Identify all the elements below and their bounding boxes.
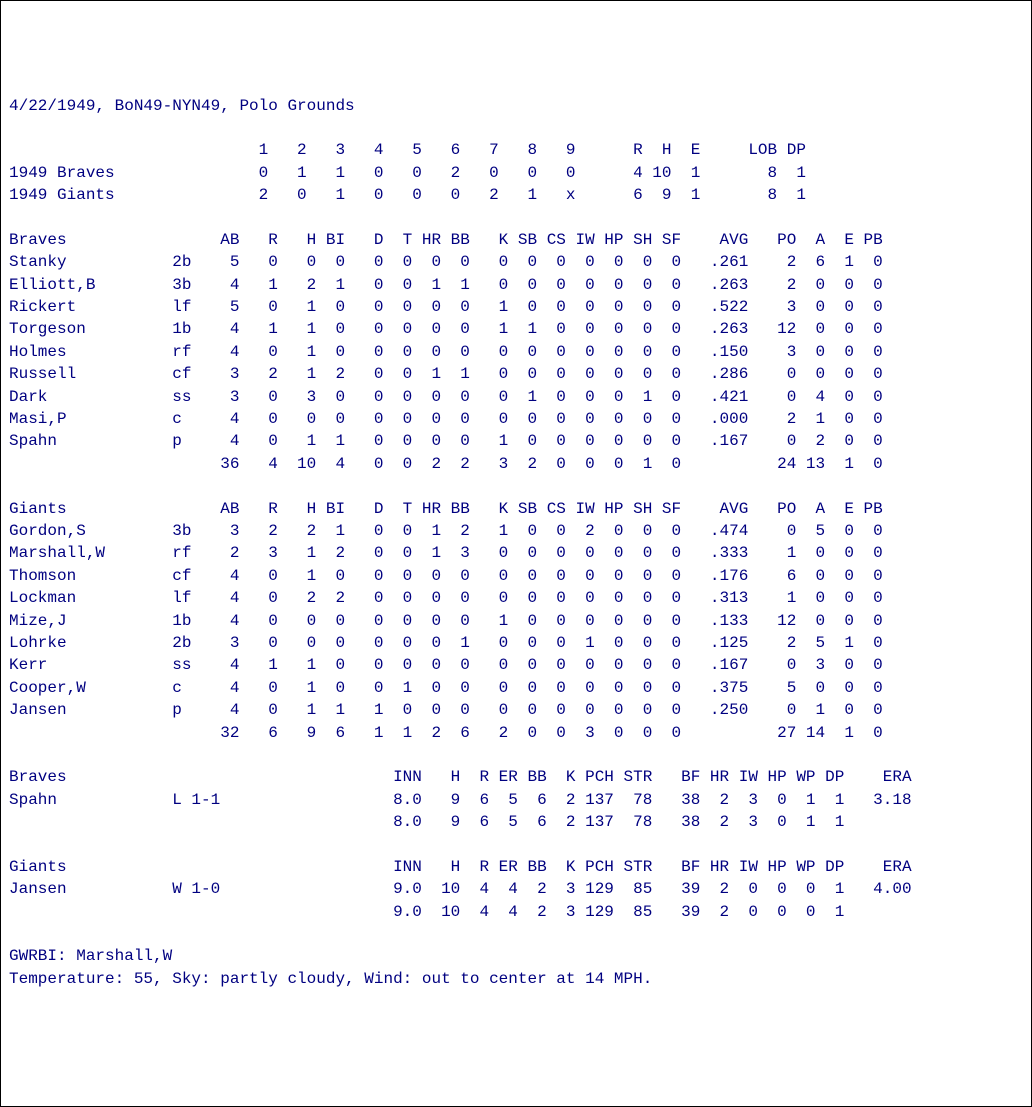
boxscore-report: 4/22/1949, BoN49-NYN49, Polo Grounds 1 2… xyxy=(9,95,1023,991)
